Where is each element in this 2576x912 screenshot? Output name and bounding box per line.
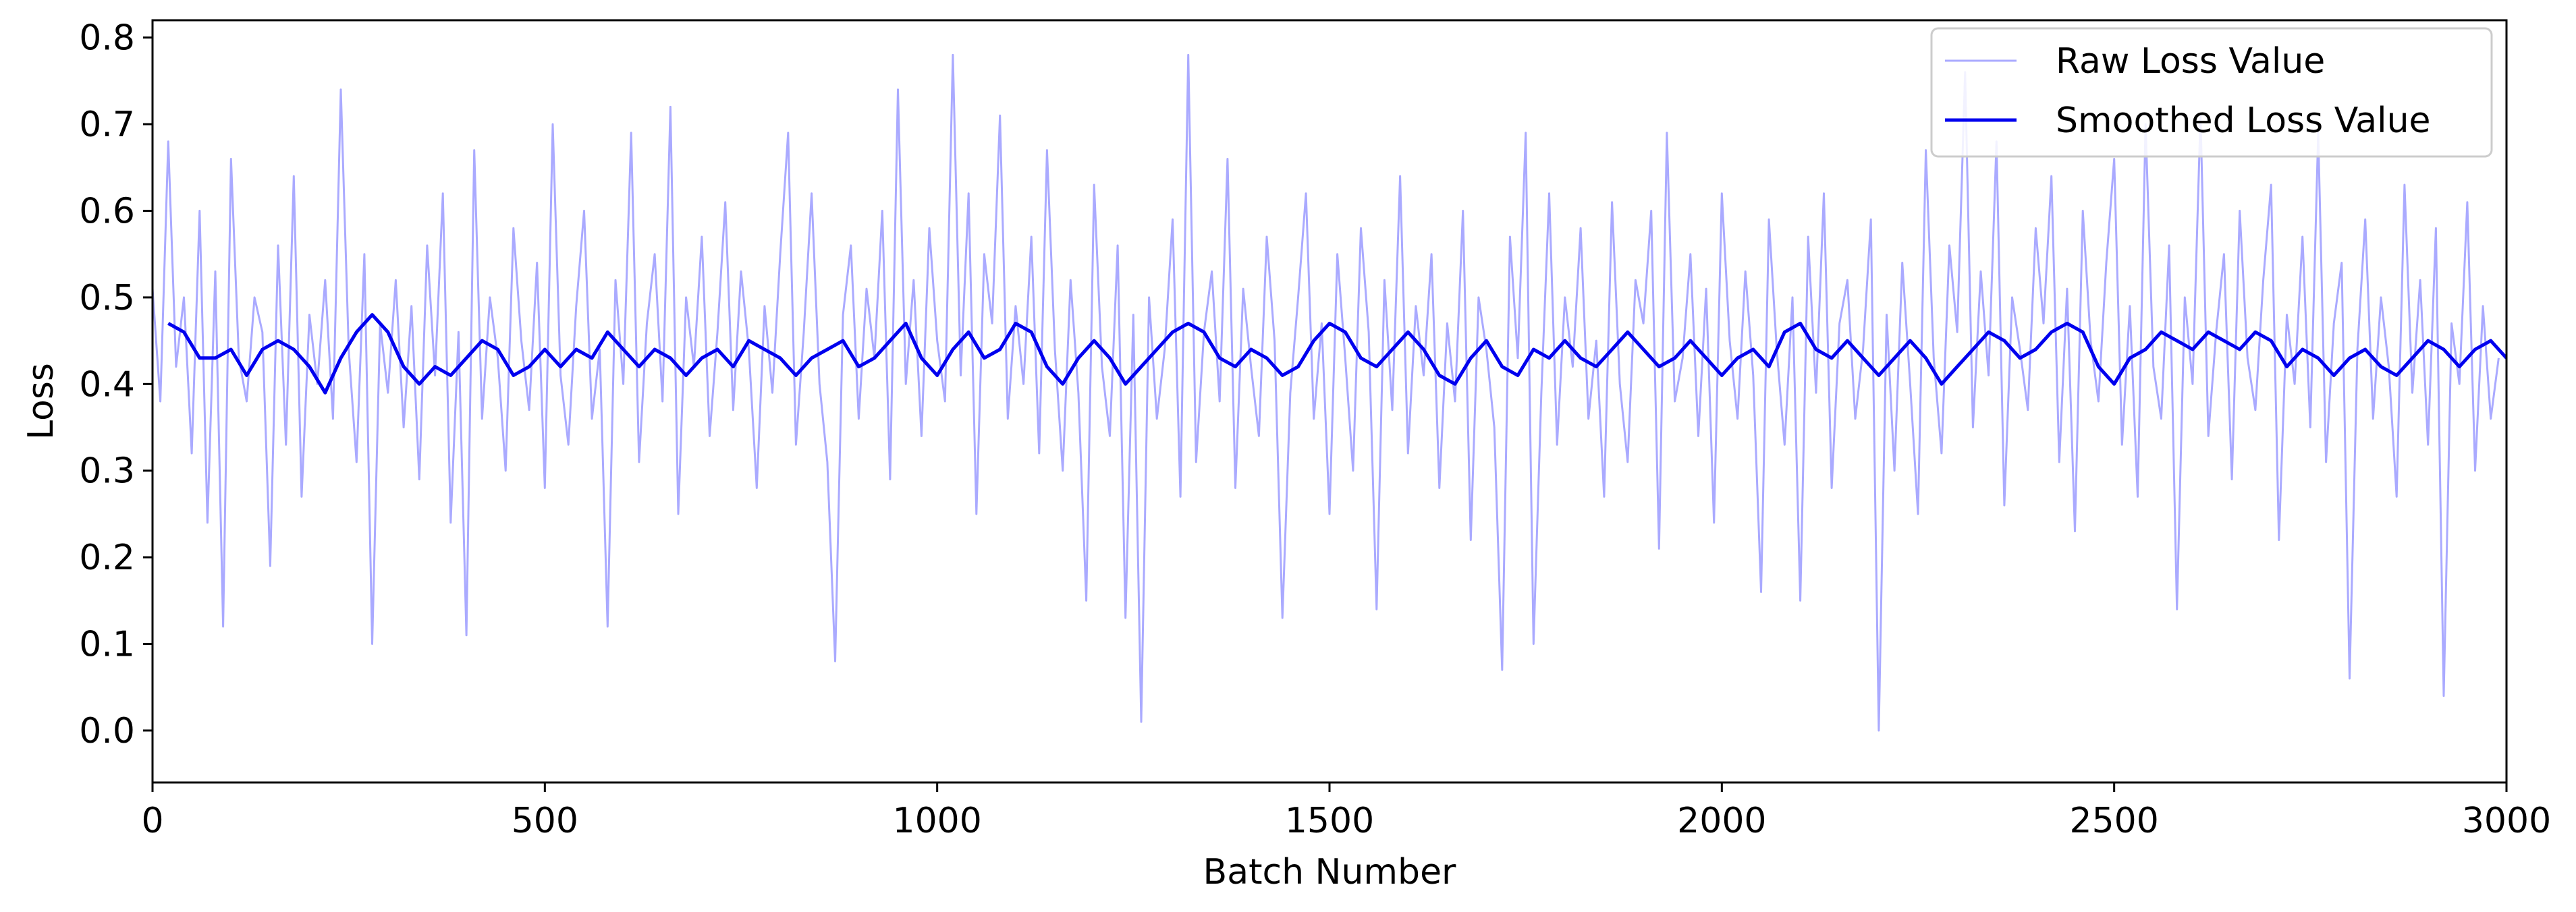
- x-tick-label: 1000: [892, 801, 981, 841]
- x-tick-label: 1500: [1285, 801, 1374, 841]
- y-axis-title: Loss: [21, 363, 61, 440]
- y-tick-label: 0.2: [79, 538, 135, 578]
- y-tick-label: 0.0: [79, 711, 135, 751]
- y-tick-label: 0.3: [79, 451, 135, 492]
- raw-loss-line: [153, 53, 2500, 732]
- y-tick-label: 0.7: [79, 105, 135, 145]
- y-tick-label: 0.4: [79, 364, 135, 405]
- series-layer: [153, 53, 2506, 732]
- legend-label-smoothed: Smoothed Loss Value: [2056, 101, 2431, 141]
- y-tick-label: 0.8: [79, 18, 135, 59]
- smoothed-loss-line: [167, 313, 2506, 395]
- y-tick-label: 0.1: [79, 625, 135, 665]
- x-axis-title: Batch Number: [1203, 852, 1457, 892]
- y-tick-label: 0.5: [79, 278, 135, 318]
- legend-label-raw: Raw Loss Value: [2056, 41, 2325, 82]
- y-tick-label: 0.6: [79, 192, 135, 232]
- x-tick-label: 0: [141, 801, 163, 841]
- x-tick-label: 3000: [2462, 801, 2551, 841]
- x-tick-label: 500: [512, 801, 578, 841]
- x-tick-label: 2500: [2069, 801, 2158, 841]
- legend: Raw Loss Value Smoothed Loss Value: [1930, 27, 2493, 158]
- y-axis: 0.0 0.1 0.2 0.3 0.4 0.5 0.6 0.7 0.8: [79, 18, 153, 751]
- x-tick-label: 2000: [1677, 801, 1766, 841]
- x-axis: 0 500 1000 1500 2000 2500 3000: [141, 782, 2551, 841]
- legend-box: [1930, 27, 2493, 158]
